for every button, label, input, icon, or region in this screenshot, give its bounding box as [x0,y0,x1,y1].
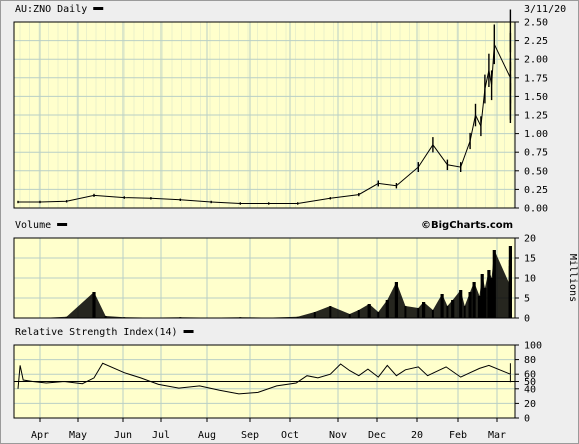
credit-label: ©BigCharts.com [421,220,513,231]
volume-area [18,246,511,318]
rsi-ytick-label-0: 100 [524,341,542,352]
xtick-label-11: Mar [488,430,506,441]
xtick-label-4: Aug [198,430,216,441]
xtick-label-5: Sep [241,430,259,441]
xtick-label-10: Feb [449,430,467,441]
volume-legend-swatch [57,223,68,226]
xtick-label-7: Nov [329,430,347,441]
volume-title: Volume [15,220,51,231]
price-title: AU:ZNO Daily [15,4,87,15]
xtick-label-3: Jul [152,430,170,441]
rsi-ytick-label-3: 50 [524,377,536,388]
price-ytick-label-1: 2.25 [524,36,548,47]
rsi-title: Relative Strength Index(14) [15,327,178,338]
rsi-panel-frame [13,344,516,419]
rsi-ytick-label-2: 60 [524,370,536,381]
xtick-label-0: Apr [31,430,49,441]
volume-axis-label: Millions [567,254,578,302]
volume-ytick-label-0: 20 [524,234,536,245]
price-ytick-label-7: 0.75 [524,148,548,159]
xtick-label-6: Oct [281,430,299,441]
volume-ytick-label-1: 15 [524,254,536,265]
volume-ytick-label-3: 5 [524,294,530,305]
price-legend-swatch [93,7,104,10]
price-ytick-label-5: 1.25 [524,111,548,122]
chart-date-label: 3/11/20 [524,4,566,15]
price-ytick-label-3: 1.75 [524,73,548,84]
price-ytick-label-8: 0.50 [524,166,548,177]
rsi-ytick-label-4: 40 [524,384,536,395]
price-ytick-label-0: 2.50 [524,18,548,29]
volume-ytick-label-2: 10 [524,274,536,285]
xtick-label-9: 20 [411,430,423,441]
xtick-label-8: Dec [368,430,386,441]
price-ytick-label-6: 1.00 [524,129,548,140]
price-ytick-label-10: 0.00 [524,204,548,215]
price-ytick-label-9: 0.25 [524,185,548,196]
volume-ytick-label-4: 0 [524,314,530,325]
rsi-ytick-label-5: 20 [524,399,536,410]
rsi-ytick-label-1: 80 [524,355,536,366]
rsi-ytick-label-6: 0 [524,414,530,425]
xtick-label-2: Jun [114,430,132,441]
rsi-legend-swatch [183,330,194,333]
price-ytick-label-2: 2.00 [524,55,548,66]
xtick-label-1: May [69,430,87,441]
volume-panel-frame [13,237,516,319]
price-panel-frame [13,21,516,209]
price-ytick-label-4: 1.50 [524,92,548,103]
rsi-series-line [17,362,511,395]
